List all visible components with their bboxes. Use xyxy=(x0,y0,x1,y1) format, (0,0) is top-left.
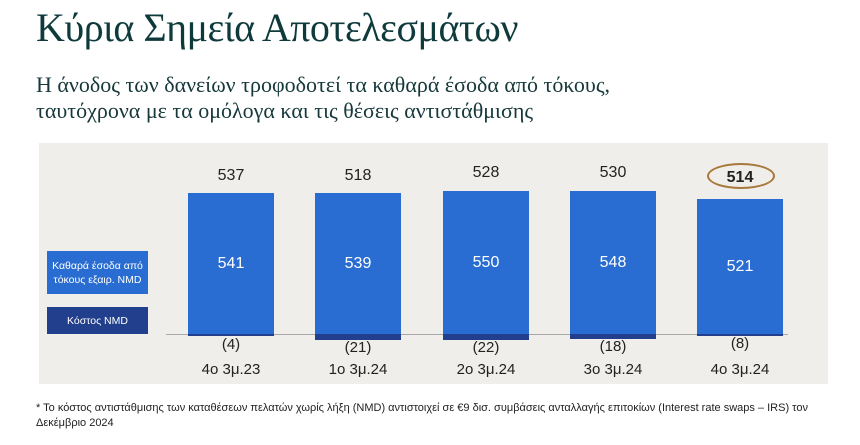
bar-nmd-cost xyxy=(315,334,401,340)
category-label: 3ο 3μ.24 xyxy=(583,361,643,378)
total-label: 518 xyxy=(344,167,372,184)
nmd-cost-label: (22) xyxy=(472,339,500,356)
total-label: 530 xyxy=(599,164,627,181)
bar-nmd-cost xyxy=(570,334,656,339)
legend-nii-ex-nmd: Καθαρά έσοδα από τόκους εξαιρ. NMD xyxy=(47,251,148,294)
total-label: 528 xyxy=(472,164,500,181)
category-label: 1ο 3μ.24 xyxy=(328,361,388,378)
highlight-circle xyxy=(707,163,775,189)
category-label: 4ο 3μ.23 xyxy=(201,361,261,378)
page-title: Κύρια Σημεία Αποτελεσμάτων xyxy=(36,5,518,50)
bar-nmd-cost xyxy=(188,334,274,336)
bar-nii: 541 xyxy=(188,193,274,334)
footnote: * Το κόστος αντιστάθμισης των καταθέσεων… xyxy=(36,402,808,429)
bar-nmd-cost xyxy=(697,334,783,336)
page-subtitle: Η άνοδος των δανείων τροφοδοτεί τα καθαρ… xyxy=(36,72,610,124)
bar-nii: 539 xyxy=(315,193,401,334)
bar-nii: 550 xyxy=(443,191,529,334)
category-label: 4ο 3μ.24 xyxy=(710,361,770,378)
category-label: 2ο 3μ.24 xyxy=(456,361,516,378)
chart-panel: Καθαρά έσοδα από τόκους εξαιρ. NMD Κόστο… xyxy=(39,143,828,384)
subtitle-line-2: ταυτόχρονα με τα ομόλογα και τις θέσεις … xyxy=(36,98,534,123)
nmd-cost-label: (8) xyxy=(730,335,750,352)
nmd-cost-label: (4) xyxy=(221,336,241,353)
subtitle-line-1: Η άνοδος των δανείων τροφοδοτεί τα καθαρ… xyxy=(36,72,611,97)
total-label: 514 xyxy=(726,169,754,186)
legend-nmd-cost: Κόστος NMD xyxy=(47,307,148,334)
bar-nii: 521 xyxy=(697,199,783,334)
nmd-cost-label: (18) xyxy=(599,338,627,355)
bar-nmd-cost xyxy=(443,334,529,340)
nmd-cost-label: (21) xyxy=(344,339,372,356)
total-label: 537 xyxy=(217,167,245,184)
bar-nii: 548 xyxy=(570,191,656,334)
